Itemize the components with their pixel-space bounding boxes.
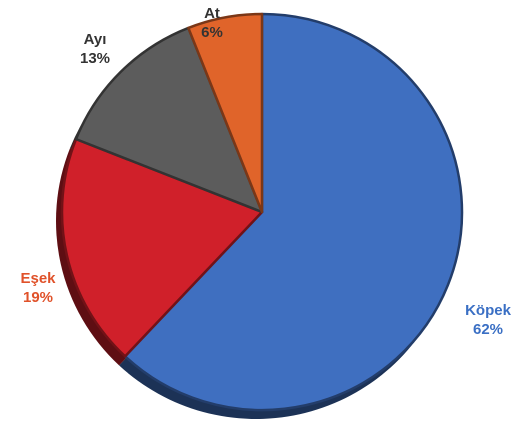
slice-label-esek: Eşek bbox=[20, 270, 56, 287]
pie-slices bbox=[56, 12, 464, 419]
slice-label-ayi: Ayı bbox=[84, 31, 107, 48]
slice-value-esek: 19% bbox=[23, 289, 53, 306]
slice-value-at: 6% bbox=[201, 24, 223, 41]
pie-slice-kopek bbox=[123, 12, 464, 412]
pie-slice-ayi bbox=[74, 26, 264, 214]
pie-slice-at bbox=[187, 12, 264, 214]
slice-label-at: At bbox=[204, 5, 220, 22]
slice-label-kopek: Köpek bbox=[465, 302, 512, 319]
slice-value-kopek: 62% bbox=[473, 321, 503, 338]
slice-value-ayi: 13% bbox=[80, 50, 110, 67]
pie-labels: Köpek 62% Eşek 19% Ayı 13% At 6% bbox=[20, 5, 511, 338]
